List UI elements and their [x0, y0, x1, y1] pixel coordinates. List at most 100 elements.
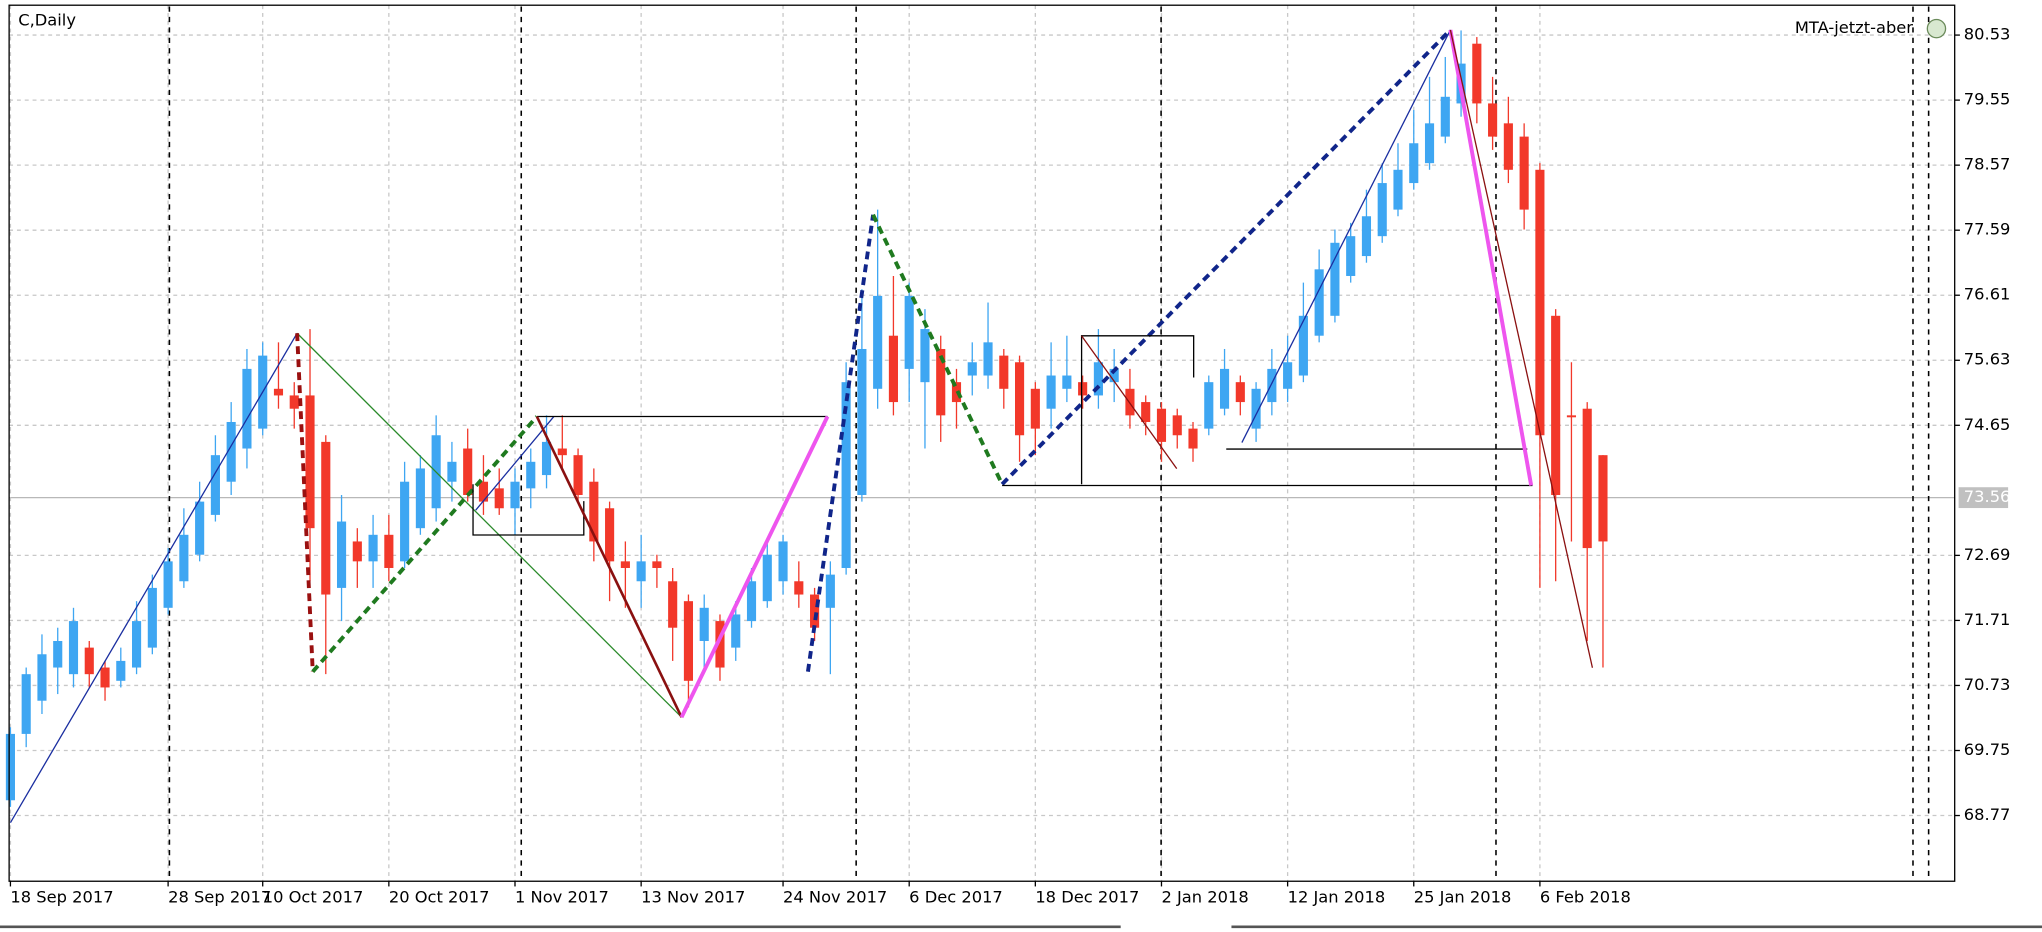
candle-body	[179, 534, 189, 582]
candle-body	[1093, 362, 1103, 396]
y-tick-label: 68.77	[1964, 805, 2011, 824]
x-tick-label: 18 Sep 2017	[10, 888, 113, 907]
candle-body	[53, 640, 63, 668]
zigzag-line	[1000, 28, 1452, 486]
candle-body	[810, 594, 820, 628]
price-label: 73.56	[1964, 487, 2011, 506]
candle-body	[368, 534, 378, 562]
y-tick-label: 72.69	[1964, 545, 2011, 564]
candle-body	[1598, 455, 1608, 542]
projection-line	[679, 415, 830, 719]
x-tick-label: 18 Dec 2017	[1035, 888, 1139, 907]
candle-body	[1488, 103, 1498, 137]
zigzag-line	[295, 333, 315, 672]
y-tick-label: 74.65	[1964, 415, 2011, 434]
candle-body	[1251, 388, 1261, 429]
trend-line	[475, 416, 555, 511]
x-tick-label: 2 Jan 2018	[1161, 888, 1248, 907]
candle-body	[1172, 415, 1182, 436]
x-tick-label: 13 Nov 2017	[641, 888, 745, 907]
candle-body	[226, 421, 236, 482]
candle-body	[573, 455, 583, 495]
candle-body	[1219, 368, 1230, 409]
candle-body	[1109, 368, 1119, 383]
x-tick-label: 24 Nov 2017	[783, 888, 887, 907]
zigzag-line	[806, 214, 876, 672]
candle-body	[557, 448, 567, 456]
candle-body	[273, 388, 284, 396]
candle-body	[1283, 362, 1293, 389]
candle-body	[620, 561, 630, 568]
candle-body	[983, 342, 993, 376]
candle-body	[967, 362, 977, 376]
price-label-box	[1958, 487, 2009, 509]
candle-body	[999, 355, 1009, 389]
candle-body	[336, 521, 347, 588]
candle-body	[510, 481, 520, 509]
candle-body	[242, 368, 252, 449]
candle-body	[683, 601, 694, 681]
candle-body	[794, 581, 804, 595]
candle-body	[1582, 408, 1592, 549]
candle-body	[904, 295, 914, 369]
candle-body	[352, 541, 362, 562]
y-tick-label: 69.75	[1964, 740, 2011, 759]
x-tick-label: 12 Jan 2018	[1288, 888, 1386, 907]
box	[472, 484, 585, 536]
candle-body	[1141, 402, 1151, 422]
candle-body	[1188, 428, 1198, 449]
candle-body	[1519, 136, 1529, 210]
candle-body	[652, 561, 662, 568]
trend-line	[9, 332, 298, 823]
trend-line	[1449, 29, 1594, 668]
candle-body	[147, 587, 157, 648]
candle-body	[715, 621, 725, 668]
candle-body	[1424, 123, 1435, 164]
candle-body	[1440, 96, 1450, 137]
candle-body	[636, 561, 646, 582]
candle-body	[731, 614, 741, 648]
chart-title: C,Daily	[18, 10, 76, 29]
zigzag-line	[871, 213, 1004, 486]
grid-layer	[9, 5, 1955, 882]
candle-body	[447, 461, 457, 482]
candle-body	[463, 448, 473, 495]
candle-body	[873, 295, 883, 389]
y-tick-label: 70.73	[1964, 675, 2011, 694]
candle-body	[1535, 169, 1545, 436]
candle-body	[1156, 408, 1167, 442]
candle-body	[1298, 315, 1308, 376]
candle-body	[1125, 388, 1135, 416]
candle-body	[37, 654, 47, 701]
candle-body	[1566, 415, 1577, 418]
candle-body	[857, 348, 867, 495]
candle-body	[84, 647, 94, 675]
candle-body	[1377, 183, 1387, 237]
candle-body	[1030, 388, 1040, 429]
candle-body	[1235, 382, 1245, 403]
x-tick-label: 28 Sep 2017	[168, 888, 271, 907]
candle-body	[1078, 382, 1088, 396]
plot-frame	[8, 4, 1956, 882]
candle-body	[841, 382, 851, 568]
y-tick-label: 76.61	[1964, 285, 2011, 304]
candle-body	[1267, 368, 1277, 403]
candle-body	[1314, 269, 1324, 336]
candle-body	[132, 621, 142, 668]
candle-body	[289, 395, 299, 409]
candle-body	[825, 574, 835, 608]
candle-body	[100, 667, 110, 688]
y-tick-label: 77.59	[1964, 220, 2011, 239]
candle-body	[400, 481, 410, 562]
x-tick-label: 20 Oct 2017	[389, 888, 490, 907]
candle-body	[305, 395, 315, 529]
zigzag-line	[535, 415, 683, 718]
candle-body	[210, 455, 220, 515]
y-tick-label: 71.71	[1964, 610, 2011, 629]
zigzag-line	[311, 415, 539, 673]
candle-body	[541, 441, 552, 476]
candle-body	[68, 621, 79, 675]
indicator-icon[interactable]	[1926, 18, 1947, 39]
x-tick-label: 1 Nov 2017	[515, 888, 609, 907]
